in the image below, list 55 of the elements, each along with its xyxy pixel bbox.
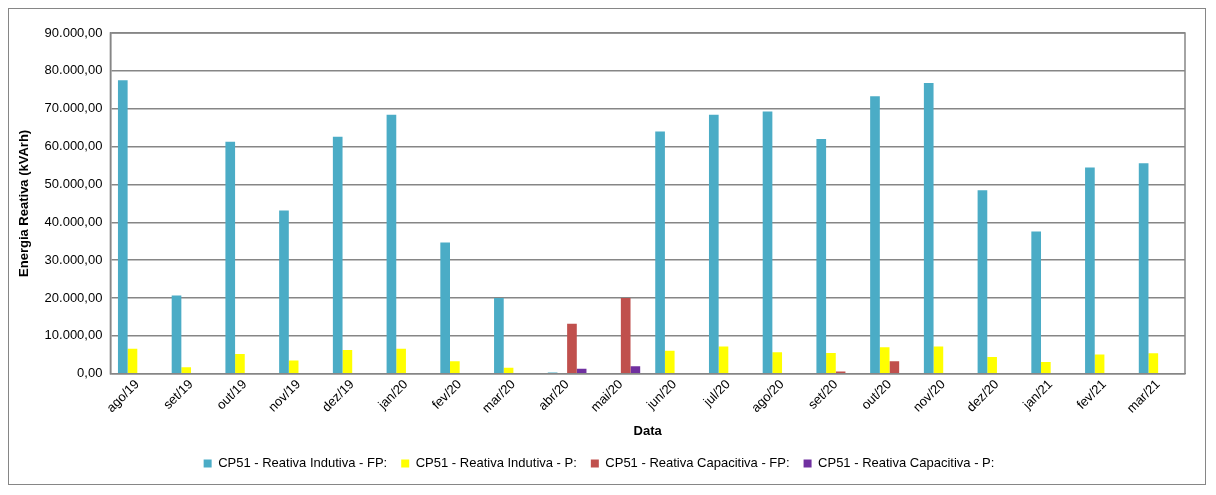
bar [171, 295, 182, 374]
bar [977, 190, 988, 374]
bar [933, 346, 944, 374]
bar [1094, 354, 1105, 374]
legend-label: CP51 - Reativa Indutiva - P: [415, 455, 577, 471]
bar [494, 298, 504, 374]
bar [987, 357, 997, 374]
y-tick-label: 40.000,00 [44, 213, 103, 229]
bar [630, 366, 641, 374]
bar [117, 80, 128, 374]
bar [440, 242, 450, 374]
bar [576, 368, 587, 374]
bar [923, 82, 934, 374]
bar [664, 350, 675, 374]
bar [1148, 353, 1159, 374]
bar [816, 139, 827, 374]
bar [279, 210, 289, 374]
bar [826, 352, 836, 374]
y-tick-label: 0,00 [77, 365, 103, 381]
bar [567, 323, 577, 374]
bar [342, 349, 353, 374]
bar [1138, 163, 1149, 374]
bar [386, 114, 397, 374]
bar [181, 367, 192, 374]
bar [655, 131, 665, 374]
y-tick-label: 20.000,00 [44, 289, 103, 305]
y-axis-title: Energia Reativa (kVArh) [16, 129, 32, 277]
bar [235, 354, 245, 374]
x-axis-title: Data [633, 422, 663, 438]
y-tick-label: 10.000,00 [44, 327, 103, 343]
bar [762, 111, 773, 374]
legend-label: CP51 - Reativa Capacitiva - FP: [605, 455, 790, 471]
bar [772, 352, 783, 374]
bar [450, 361, 460, 374]
bar [870, 96, 880, 374]
bar [889, 361, 900, 374]
bar [332, 136, 343, 374]
legend-label: CP51 - Reativa Indutiva - FP: [218, 455, 388, 471]
bar [718, 346, 729, 374]
y-tick-label: 50.000,00 [44, 176, 103, 192]
bar [127, 348, 138, 374]
legend-label: CP51 - Reativa Capacitiva - P: [818, 455, 995, 471]
bar [879, 347, 890, 374]
bar [708, 114, 719, 374]
bar [620, 298, 631, 374]
bar [396, 348, 406, 374]
bar [1085, 167, 1095, 374]
y-tick-label: 30.000,00 [44, 251, 103, 267]
y-tick-label: 90.000,00 [44, 24, 103, 40]
bar [225, 141, 236, 374]
y-tick-label: 60.000,00 [44, 138, 103, 154]
bar [1031, 231, 1042, 374]
y-tick-label: 80.000,00 [44, 62, 103, 78]
y-tick-label: 70.000,00 [44, 100, 103, 116]
bar [1041, 362, 1051, 374]
